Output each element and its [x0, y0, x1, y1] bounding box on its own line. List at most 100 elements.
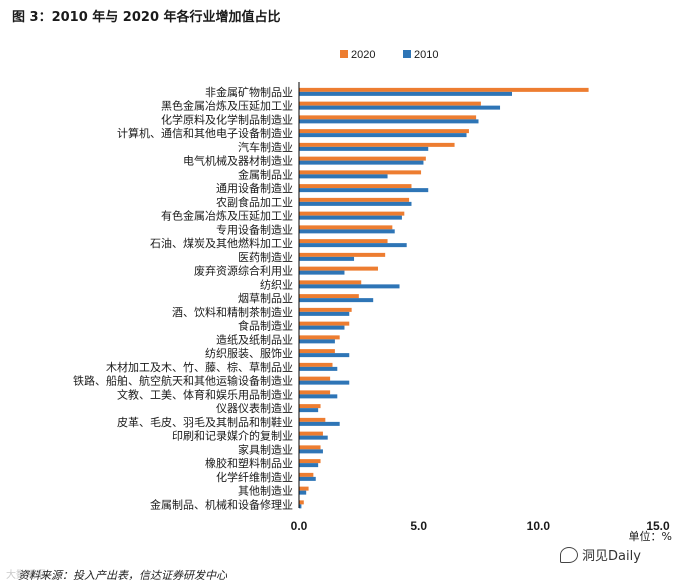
- bar-2020: [299, 87, 589, 92]
- legend-swatch-2010: [403, 50, 411, 58]
- bar-2020: [299, 239, 388, 244]
- category-label: 木材加工及木、竹、藤、棕、草制品业: [106, 360, 293, 374]
- legend-label-2010: 2010: [414, 49, 438, 61]
- category-label: 黑色金属冶炼及压延加工业: [161, 99, 293, 113]
- x-tick-labels: 0.0 5.0 10.0 15.0: [291, 519, 670, 533]
- bar-2020: [299, 170, 422, 175]
- source-note: 资料来源：投入产出表，信达证券研发中心: [18, 569, 227, 582]
- bar-2010: [299, 449, 323, 454]
- bar-2020: [299, 472, 314, 477]
- bar-2020: [299, 225, 393, 230]
- category-label: 酒、饮料和精制茶制造业: [172, 305, 293, 319]
- bar-2010: [299, 256, 355, 261]
- category-label: 文教、工美、体育和娱乐用品制造业: [117, 387, 293, 401]
- bar-2020: [299, 349, 335, 354]
- bar-2010: [299, 201, 412, 206]
- category-label: 通用设备制造业: [216, 181, 293, 195]
- bar-2010: [299, 380, 350, 385]
- bar-2010: [299, 463, 319, 468]
- category-label: 金属制品业: [238, 167, 293, 181]
- bar-2020: [299, 101, 481, 106]
- category-label: 烟草制品业: [238, 291, 293, 305]
- bar-2020: [299, 280, 362, 285]
- bar-2010: [299, 476, 316, 481]
- bar-2010: [299, 215, 402, 220]
- wechat-icon: [560, 546, 578, 563]
- bar-2010: [299, 160, 424, 165]
- watermark-left: 大数睡眠: [6, 570, 46, 581]
- category-label: 化学纤维制造业: [216, 470, 293, 484]
- category-label: 农副食品加工业: [216, 195, 293, 209]
- bars: [299, 87, 589, 509]
- category-label: 化学原料及化学制品制造业: [161, 112, 293, 126]
- category-label: 计算机、通信和其他电子设备制造业: [117, 126, 293, 140]
- bar-2020: [299, 266, 378, 271]
- bar-2020: [299, 321, 350, 326]
- bar-2010: [299, 504, 302, 509]
- bar-2010: [299, 339, 335, 344]
- unit-label: 单位：%: [629, 529, 672, 543]
- bar-2020: [299, 459, 321, 464]
- category-label: 仪器仪表制造业: [216, 401, 293, 415]
- category-label: 废弃资源综合利用业: [194, 264, 293, 278]
- bar-2010: [299, 229, 395, 234]
- legend: 2020 2010: [340, 49, 438, 61]
- legend-swatch-2020: [340, 50, 348, 58]
- bar-2020: [299, 335, 340, 340]
- bar-2020: [299, 500, 304, 505]
- bar-2010: [299, 325, 345, 330]
- bar-2020: [299, 294, 359, 299]
- category-labels: 非金属矿物制品业黑色金属冶炼及压延加工业化学原料及化学制品制造业计算机、通信和其…: [73, 85, 293, 512]
- category-label: 皮革、毛皮、羽毛及其制品和制鞋业: [117, 415, 293, 429]
- bar-2020: [299, 211, 405, 216]
- bar-2010: [299, 119, 479, 124]
- bar-2010: [299, 105, 501, 110]
- bar-2020: [299, 115, 477, 120]
- category-label: 铁路、船舶、航空航天和其他运输设备制造业: [73, 374, 293, 388]
- category-label: 专用设备制造业: [216, 222, 293, 236]
- bar-2020: [299, 390, 331, 395]
- bar-2020: [299, 252, 386, 257]
- bar-2020: [299, 129, 469, 134]
- bar-2020: [299, 156, 426, 161]
- legend-label-2020: 2020: [351, 49, 375, 61]
- bar-2020: [299, 417, 326, 422]
- category-label: 橡胶和塑料制品业: [205, 456, 293, 470]
- bar-2010: [299, 284, 400, 289]
- bar-2010: [299, 243, 407, 248]
- category-label: 非金属矿物制品业: [205, 85, 293, 99]
- category-label: 造纸及纸制品业: [216, 332, 293, 346]
- bar-2010: [299, 490, 307, 495]
- bar-2020: [299, 197, 410, 202]
- x-tick-label: 5.0: [410, 519, 427, 533]
- bar-2010: [299, 421, 340, 426]
- bar-2010: [299, 270, 345, 275]
- bar-2010: [299, 311, 350, 316]
- bar-2010: [299, 133, 467, 138]
- bar-2010: [299, 146, 429, 151]
- category-label: 纺织服装、服饰业: [205, 346, 293, 360]
- watermark-right-text: 洞见Daily: [582, 549, 641, 564]
- category-label: 纺织业: [260, 277, 293, 291]
- bar-2020: [299, 445, 321, 450]
- bar-2020: [299, 142, 455, 147]
- category-label: 电气机械及器材制造业: [183, 154, 293, 168]
- bar-2010: [299, 435, 328, 440]
- bar-2010: [299, 394, 338, 399]
- category-label: 有色金属冶炼及压延加工业: [161, 209, 293, 223]
- bar-2020: [299, 376, 331, 381]
- bar-2020: [299, 184, 412, 189]
- bar-2010: [299, 408, 319, 413]
- bar-2020: [299, 404, 321, 409]
- category-label: 金属制品、机械和设备修理业: [150, 497, 293, 511]
- bar-2020: [299, 307, 352, 312]
- category-label: 医药制造业: [238, 250, 293, 264]
- bar-2010: [299, 91, 513, 96]
- watermark-right: 洞见Daily: [560, 545, 641, 564]
- category-label: 印刷和记录媒介的复制业: [172, 429, 293, 443]
- bar-2010: [299, 298, 374, 303]
- bar-2010: [299, 353, 350, 358]
- x-tick-label: 10.0: [527, 519, 551, 533]
- bar-2010: [299, 174, 388, 179]
